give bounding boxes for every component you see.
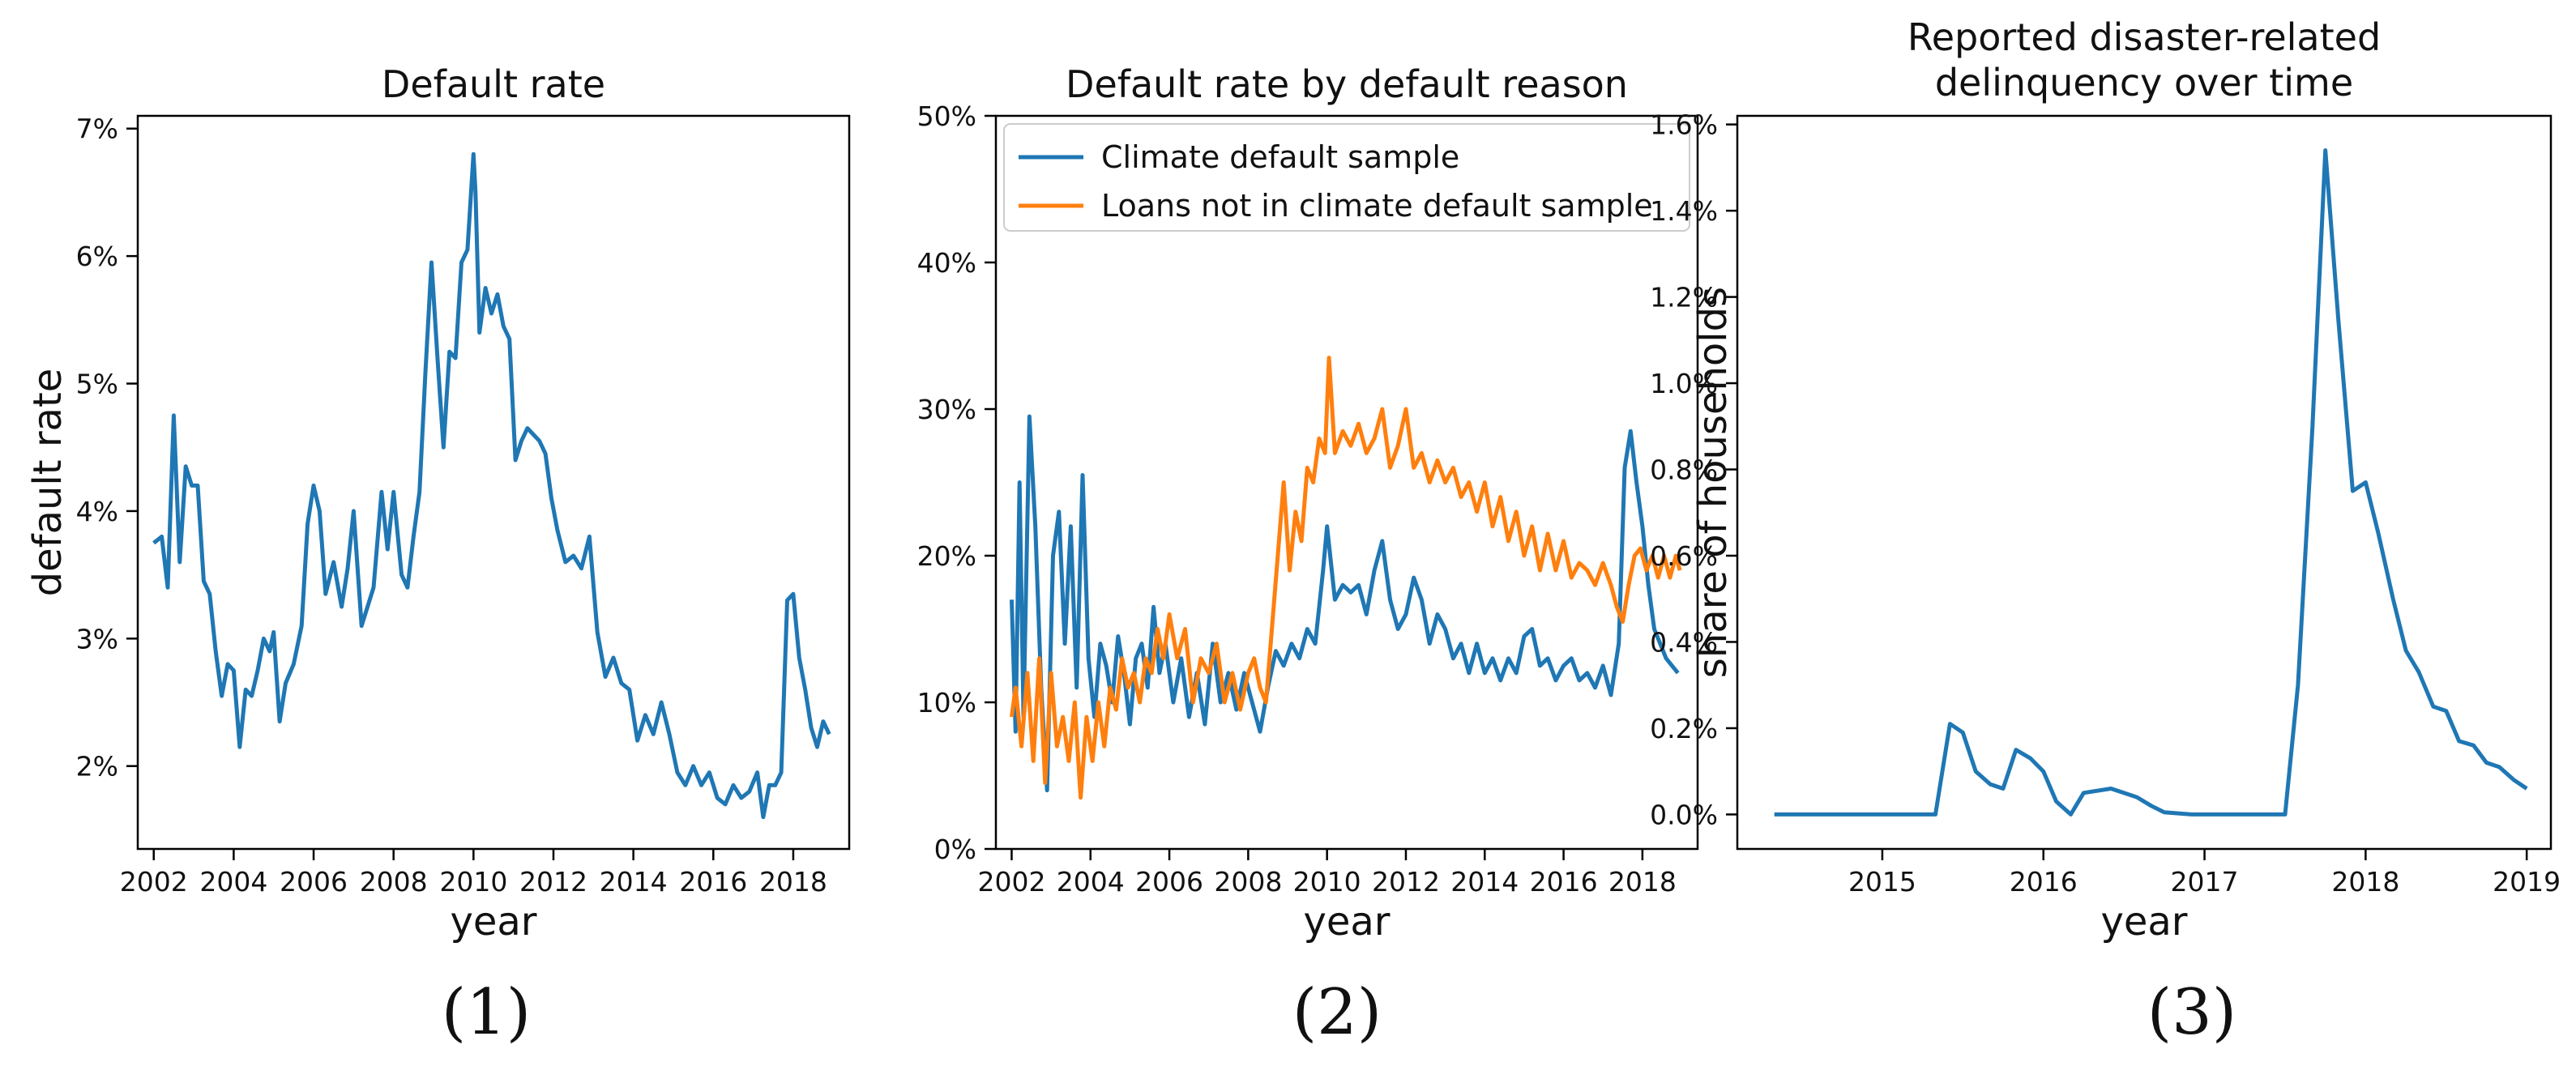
panel-2-x-tick-label: 2014	[1450, 866, 1519, 898]
panel-3-y-tick-label: 0.2%	[1650, 713, 1718, 744]
panel-1-x-tick-label: 2016	[679, 866, 747, 898]
panel-3-y-tick-label: 0.4%	[1650, 626, 1718, 658]
panel-3-x-tick-label: 2019	[2493, 866, 2561, 898]
panel-2-series-line-1	[1010, 414, 1680, 793]
panel-3-y-tick-label: 1.2%	[1650, 282, 1718, 313]
panel-2-x-tick-label: 2010	[1293, 866, 1361, 898]
panel-3-x-tick-label: 2016	[2010, 866, 2078, 898]
panel-3-chart-title: Reported disaster-related	[1907, 15, 2381, 59]
panel-3-y-tick-label: 0.0%	[1650, 799, 1718, 830]
panel-1-y-tick-label: 3%	[76, 623, 118, 655]
caption-1: (1)	[441, 976, 532, 1049]
panel-2-y-tick-label: 0%	[934, 834, 976, 865]
panel-1-y-tick-label: 5%	[76, 369, 118, 400]
panel-3-series-line-1	[1774, 148, 2528, 817]
panel-1-x-tick-label: 2014	[600, 866, 668, 898]
panel-2-axes-frame	[994, 114, 1699, 851]
panel-2-x-tick-label: 2002	[977, 866, 1045, 898]
panel-1-x-tick-label: 2018	[759, 866, 827, 898]
panel-2-y-tick-label: 50%	[917, 100, 976, 132]
panel-2-x-tick-label: 2008	[1214, 866, 1282, 898]
panel-3-y-tick-label: 1.6%	[1650, 109, 1718, 141]
panel-1-chart-title: Default rate	[382, 62, 605, 106]
panel-2-chart-title: Default rate by default reason	[1066, 62, 1628, 106]
panel-1-series-line-1	[152, 151, 831, 820]
panel-1-y-tick-label: 6%	[76, 241, 118, 272]
panel-1-y-tick-label: 4%	[76, 496, 118, 527]
panel-3-y-tick-label: 0.6%	[1650, 540, 1718, 572]
panel-1-x-tick-label: 2004	[199, 866, 267, 898]
panel-3-x-tick-label: 2017	[2171, 866, 2239, 898]
caption-2: (2)	[1292, 976, 1382, 1049]
panel-3-chart-title: delinquency over time	[1935, 61, 2353, 104]
panel-2-legend-label-1: Climate default sample	[1101, 139, 1459, 175]
panel-1-x-tick-label: 2002	[120, 866, 188, 898]
panel-2-legend-label-2: Loans not in climate default sample	[1101, 188, 1653, 224]
panel-1-y-axis-label: default rate	[25, 369, 70, 597]
panel-3-x-tick-label: 2018	[2331, 866, 2399, 898]
panel-2-x-tick-label: 2006	[1135, 866, 1203, 898]
panel-2-x-tick-label: 2004	[1057, 866, 1125, 898]
panel-2-legend-box	[1003, 123, 1690, 232]
panel-1-x-tick-label: 2008	[360, 866, 428, 898]
panel-2-x-tick-label: 2012	[1372, 866, 1440, 898]
panel-1-x-tick-label: 2010	[439, 866, 507, 898]
panel-2-x-axis-label: year	[1303, 899, 1390, 945]
panel-3-y-tick-label: 1.0%	[1650, 368, 1718, 399]
panel-2-y-tick-label: 10%	[917, 687, 976, 719]
panel-2-y-tick-label: 20%	[917, 540, 976, 572]
panel-1-x-tick-label: 2012	[519, 866, 587, 898]
panel-3-axes-frame	[1736, 114, 2553, 851]
panel-2-series-line-2	[1010, 356, 1682, 800]
panel-1-y-tick-label: 2%	[76, 751, 118, 783]
panel-3-y-axis-label: share of households	[1690, 287, 1736, 678]
panel-2-y-tick-label: 30%	[917, 394, 976, 425]
panel-1-y-tick-label: 7%	[76, 113, 118, 145]
panel-2-x-tick-label: 2018	[1608, 866, 1677, 898]
panel-2-x-tick-label: 2016	[1530, 866, 1598, 898]
panel-1-x-tick-label: 2006	[280, 866, 348, 898]
panel-3-x-axis-label: year	[2100, 899, 2187, 945]
panel-3-y-tick-label: 0.8%	[1650, 454, 1718, 486]
caption-3: (3)	[2147, 976, 2237, 1049]
panel-1-x-axis-label: year	[450, 899, 536, 945]
panel-3-x-tick-label: 2015	[1848, 866, 1916, 898]
panel-1-axes-frame	[136, 114, 851, 851]
panel-3-y-tick-label: 1.4%	[1650, 195, 1718, 227]
panel-2-y-tick-label: 40%	[917, 247, 976, 279]
